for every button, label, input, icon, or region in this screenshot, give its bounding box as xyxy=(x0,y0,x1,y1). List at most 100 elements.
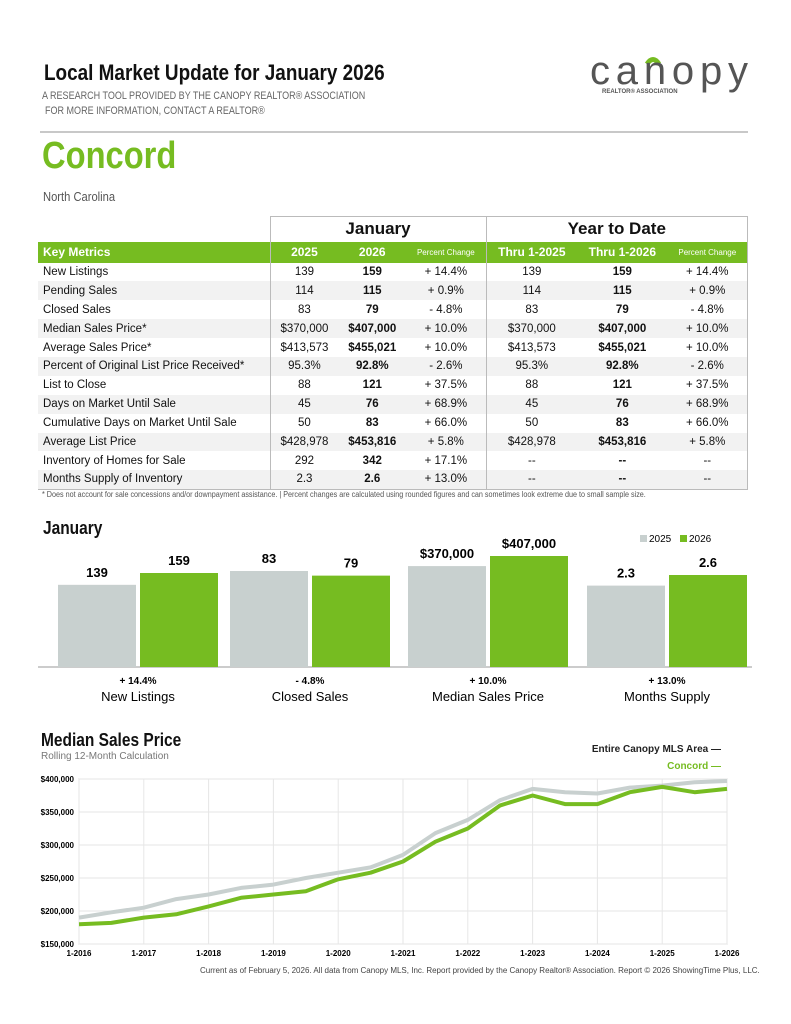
column-header: Thru 1-2026 xyxy=(577,241,668,263)
metric-value: + 5.8% xyxy=(667,432,748,452)
group-ytd: Year to Date xyxy=(486,216,749,242)
metric-value: 115 xyxy=(577,281,668,301)
table-row: Median Sales Price* $370,000 $407,000 + 10.… xyxy=(38,319,748,339)
line-chart: $150,000 $200,000 $250,000 $300,000 $350,000… xyxy=(41,775,740,958)
metric-value: + 10.0% xyxy=(667,338,748,357)
metric-value: $453,816 xyxy=(577,432,668,452)
metric-value: + 10.0% xyxy=(406,319,487,339)
legend-swatch-2025 xyxy=(640,535,647,542)
metric-value: 83 xyxy=(269,300,339,320)
group-label: Median Sales Price xyxy=(432,689,544,704)
metric-value: 45 xyxy=(486,394,578,414)
metric-value: 79 xyxy=(365,303,379,316)
metric-value: + 68.9% xyxy=(667,394,748,414)
series-line xyxy=(78,784,728,927)
metric-value: 88 xyxy=(525,379,539,392)
metric-value: 114 xyxy=(486,281,578,301)
metric-value: + 14.4% xyxy=(406,262,487,282)
metric-value: + 37.5% xyxy=(667,375,748,395)
column-header: Percent Change xyxy=(406,241,487,263)
bar-label: 2.3 xyxy=(617,566,635,581)
metric-value: + 0.9% xyxy=(406,281,487,301)
y-tick-label: $200,000 xyxy=(41,907,75,916)
percent-change: + 10.0% xyxy=(470,676,507,687)
metric-value: + 37.5% xyxy=(406,375,487,395)
metric-value: 139 xyxy=(522,265,542,278)
page-title: Local Market Update for January 2026 xyxy=(44,60,385,85)
table-row: Months Supply of Inventory 2.3 2.6 + 13.0% -… xyxy=(38,470,748,490)
metric-value: + 10.0% xyxy=(667,319,748,339)
metric-value: $413,573 xyxy=(269,338,339,357)
percent-change: + 13.0% xyxy=(649,676,686,687)
metric-value: 83 xyxy=(525,303,539,316)
metric-value: 159 xyxy=(612,265,632,278)
column-header: Key Metrics xyxy=(38,241,270,263)
metric-value: 88 xyxy=(269,375,339,395)
svg-text:REALTOR® ASSOCIATION: REALTOR® ASSOCIATION xyxy=(602,88,678,95)
metric-value: 121 xyxy=(362,379,382,392)
y-tick-label: $300,000 xyxy=(41,841,75,850)
x-tick-label: 1-2026 xyxy=(715,949,740,958)
metric-value: + 66.0% xyxy=(406,413,487,433)
table-row: Cumulative Days on Market Until Sale 50 83… xyxy=(38,413,748,433)
metric-value: + 13.0% xyxy=(406,470,487,490)
x-tick-label: 1-2019 xyxy=(261,949,286,958)
metric-label: Percent of Original List Price Received* xyxy=(38,356,270,376)
metric-value: - 2.6% xyxy=(667,356,748,376)
city-name: Concord xyxy=(42,135,177,177)
legend-concord: Concord — xyxy=(667,761,721,772)
x-tick-label: 1-2017 xyxy=(131,949,156,958)
x-tick-label: 1-2020 xyxy=(326,949,351,958)
subtitle: A RESEARCH TOOL PROVIDED BY THE CANOPY R… xyxy=(42,90,366,102)
percent-change: - 4.8% xyxy=(296,676,325,687)
bar-label: 2.6 xyxy=(699,555,717,570)
key-metrics-table: January Year to Date Key Metrics 2025 2026 P… xyxy=(38,216,749,490)
x-tick-label: 1-2018 xyxy=(196,949,221,958)
metric-label: Inventory of Homes for Sale xyxy=(43,454,186,467)
column-header: 2026 xyxy=(338,241,407,263)
footer-note: Current as of February 5, 2026. All data… xyxy=(200,966,760,975)
table-row: Closed Sales 83 79 - 4.8% 83 79 - 4.8% xyxy=(38,300,748,320)
metric-label: Average List Price xyxy=(38,432,270,452)
table-row: List to Close 88 121 + 37.5% 88 121 + 37.5% xyxy=(38,375,748,395)
group-label: Closed Sales xyxy=(272,689,349,704)
legend-swatch-2026 xyxy=(680,535,687,542)
metric-value: -- xyxy=(667,470,748,490)
y-tick-label: $250,000 xyxy=(41,874,75,883)
table-footnote: * Does not account for sale concessions … xyxy=(42,490,646,499)
metric-value: + 14.4% xyxy=(667,262,748,282)
metric-value: 292 xyxy=(269,451,339,471)
metric-value: -- xyxy=(486,470,578,490)
metric-value: 50 xyxy=(269,413,339,433)
group-january: January xyxy=(269,216,487,242)
metric-value: 79 xyxy=(615,303,629,316)
metric-value: 115 xyxy=(338,281,407,301)
legend-canopy: Entire Canopy MLS Area — xyxy=(591,744,721,755)
x-tick-label: 1-2024 xyxy=(585,949,610,958)
metric-value: $455,021 xyxy=(598,341,647,354)
bar-chart: 2025 2026 139 159 + 14.4% New Listings 83 79 - 4… xyxy=(38,534,752,704)
metric-value: 342 xyxy=(362,454,382,467)
y-tick-label: $400,000 xyxy=(41,775,75,784)
metric-value: $407,000 xyxy=(577,319,668,339)
metric-value: 92.8% xyxy=(577,356,668,376)
metric-value: + 66.0% xyxy=(667,413,748,433)
metric-label: Pending Sales xyxy=(38,281,270,301)
bar xyxy=(408,566,486,667)
svg-text:canopy: canopy xyxy=(590,52,748,93)
metric-value: -- xyxy=(618,454,627,467)
bar-label: 79 xyxy=(344,556,358,571)
group-label: Months Supply xyxy=(624,689,710,704)
metric-label: Closed Sales xyxy=(43,303,111,316)
x-tick-label: 1-2016 xyxy=(67,949,92,958)
bar xyxy=(312,575,390,667)
metric-value: $407,000 xyxy=(338,319,407,339)
metric-value: 83 xyxy=(615,417,629,430)
series-line xyxy=(78,779,728,920)
bar xyxy=(587,585,665,667)
metric-value: 121 xyxy=(612,379,632,392)
canopy-logo: canopy REALTOR® ASSOCIATION xyxy=(590,52,748,95)
metric-value: 114 xyxy=(269,281,339,301)
metric-value: 159 xyxy=(362,265,382,278)
bar xyxy=(230,571,308,667)
